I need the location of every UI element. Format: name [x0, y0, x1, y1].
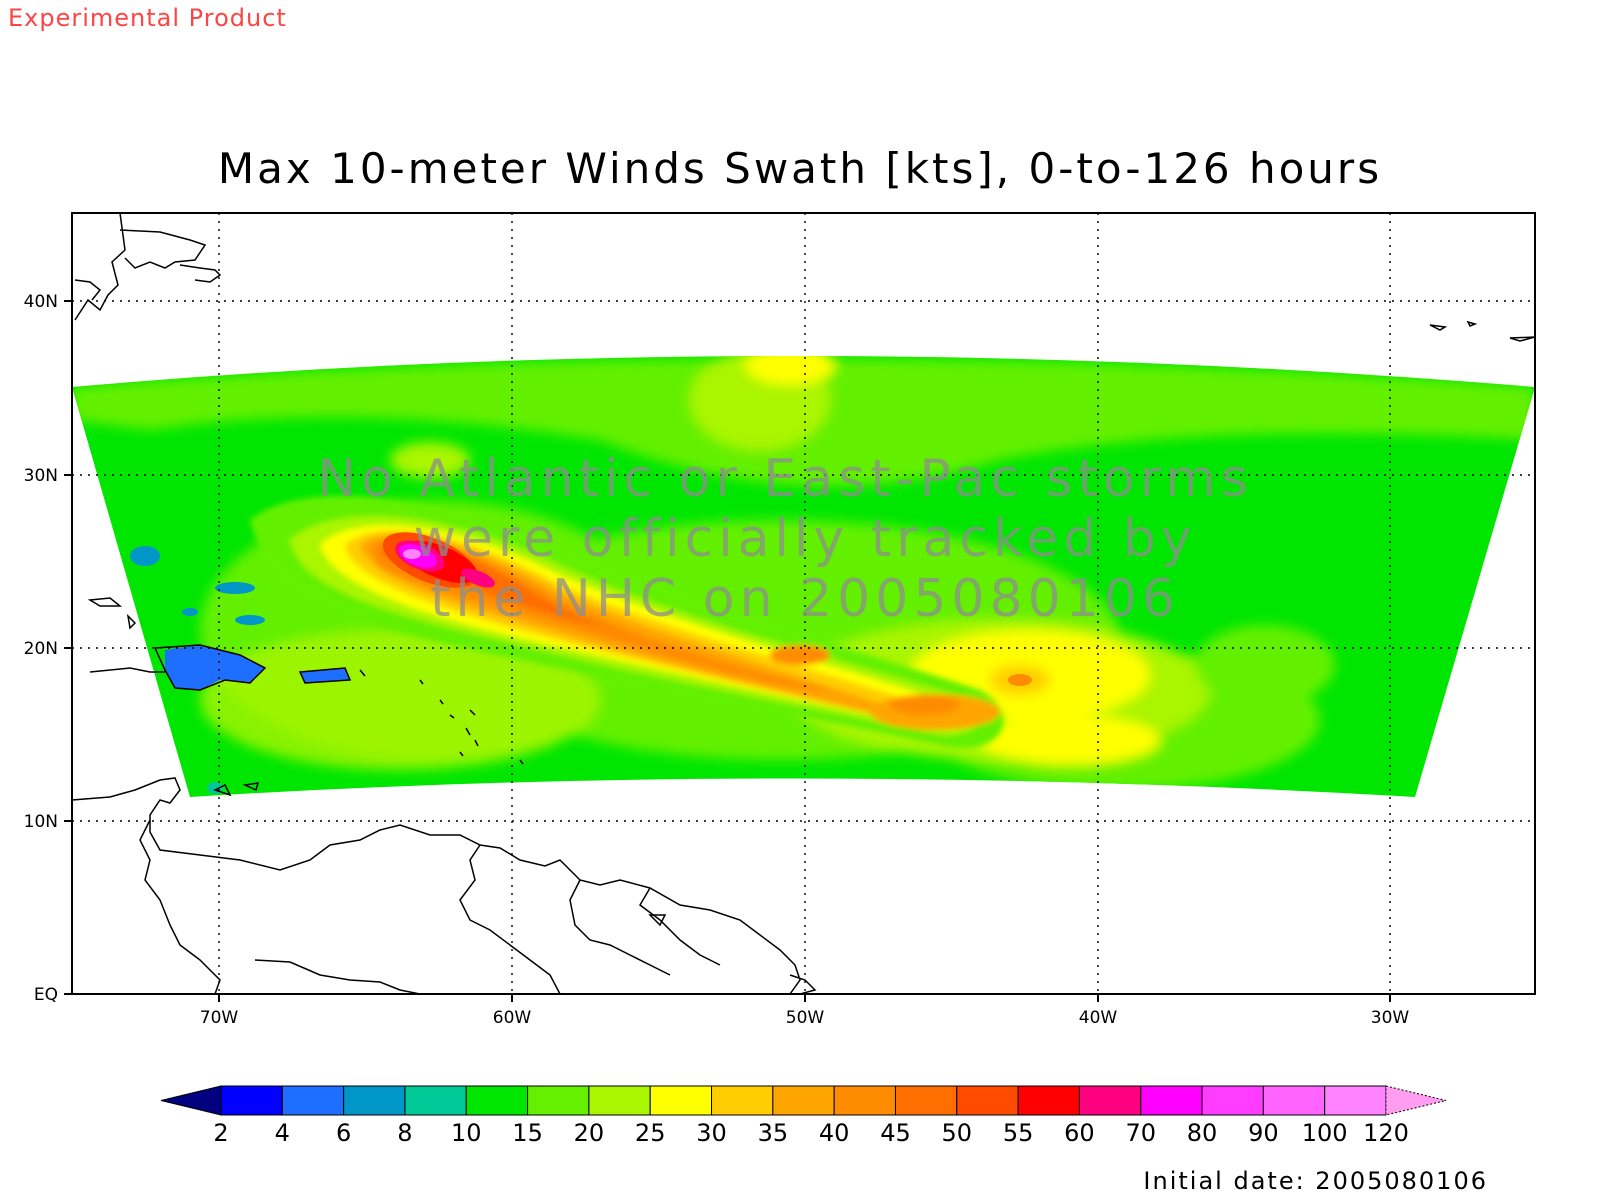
lon-tick-label: 40W — [1079, 1008, 1118, 1028]
colorbar-level-label: 35 — [758, 1119, 789, 1147]
lat-tick-label: 40N — [24, 292, 58, 312]
colorbar-level-label: 20 — [574, 1119, 605, 1147]
colorbar-box — [894, 1085, 958, 1116]
colorbar-level-label: 80 — [1187, 1119, 1218, 1147]
colorbar-level-label: 120 — [1363, 1119, 1409, 1147]
colorbar: 2 4 6 8 10 15 20 25 30 35 40 45 50 55 60 70 80 90 100 120 — [160, 1085, 1447, 1147]
colorbar-level-label: 4 — [275, 1119, 290, 1147]
colorbar-level-label: 2 — [213, 1119, 228, 1147]
message-line-3: the NHC on 2005080106 — [430, 569, 1180, 629]
colorbar-box — [1140, 1085, 1203, 1116]
colorbar-box — [1324, 1085, 1387, 1116]
colorbar-box — [649, 1085, 713, 1116]
colorbar-box — [465, 1085, 529, 1116]
colorbar-low-triangle — [160, 1085, 222, 1116]
colorbar-box — [343, 1085, 406, 1116]
colorbar-box — [404, 1085, 467, 1116]
colorbar-box — [1017, 1085, 1080, 1116]
colorbar-level-label: 55 — [1003, 1119, 1034, 1147]
colorbar-box — [1078, 1085, 1142, 1116]
lat-tick-label: EQ — [34, 985, 58, 1005]
colorbar-box — [772, 1085, 835, 1116]
colorbar-level-label: 15 — [512, 1119, 543, 1147]
swath-field — [72, 356, 1535, 797]
message-line-1: No Atlantic or East-Pac storms — [317, 449, 1253, 509]
colorbar-box — [956, 1085, 1019, 1116]
colorbar-box — [711, 1085, 774, 1116]
lat-tick-label: 10N — [24, 812, 58, 832]
colorbar-box — [220, 1085, 283, 1116]
colorbar-level-label: 100 — [1302, 1119, 1348, 1147]
lat-axis-labels: 40N 30N 20N 10N EQ — [24, 292, 58, 1005]
colorbar-level-label: 30 — [696, 1119, 727, 1147]
colorbar-level-label: 90 — [1248, 1119, 1279, 1147]
colorbar-box — [527, 1085, 590, 1116]
colorbar-high-triangle — [1385, 1085, 1447, 1116]
colorbar-level-label: 60 — [1064, 1119, 1095, 1147]
initial-date: Initial date: 2005080106 — [1143, 1167, 1488, 1195]
colorbar-level-label: 50 — [942, 1119, 973, 1147]
product-tag: Experimental Product — [8, 4, 287, 32]
colorbar-level-label: 8 — [397, 1119, 412, 1147]
island-patches — [130, 546, 350, 794]
lat-tick-label: 30N — [24, 466, 58, 486]
lon-tick-label: 60W — [493, 1008, 532, 1028]
map-frame — [71, 212, 1536, 995]
lon-tick-label: 50W — [786, 1008, 825, 1028]
page-title: Max 10-meter Winds Swath [kts], 0-to-126… — [217, 144, 1383, 193]
colorbar-box — [1201, 1085, 1264, 1116]
colorbar-box — [1262, 1085, 1326, 1116]
colorbar-box — [281, 1085, 345, 1116]
colorbar-box — [588, 1085, 651, 1116]
colorbar-level-label: 25 — [635, 1119, 666, 1147]
message-line-2: were officially tracked by — [413, 509, 1196, 569]
colorbar-level-label: 40 — [819, 1119, 850, 1147]
lon-axis-labels: 70W 60W 50W 40W 30W — [200, 1008, 1410, 1028]
colorbar-level-label: 70 — [1125, 1119, 1156, 1147]
no-storm-message: No Atlantic or East-Pac storms were offi… — [317, 449, 1253, 629]
lat-tick-label: 20N — [24, 639, 58, 659]
colorbar-level-label: 6 — [336, 1119, 351, 1147]
lon-tick-label: 70W — [200, 1008, 239, 1028]
coastlines — [72, 213, 1535, 994]
lon-tick-label: 30W — [1371, 1008, 1410, 1028]
colorbar-box — [833, 1085, 896, 1116]
colorbar-level-label: 45 — [880, 1119, 911, 1147]
colorbar-level-label: 10 — [451, 1119, 482, 1147]
